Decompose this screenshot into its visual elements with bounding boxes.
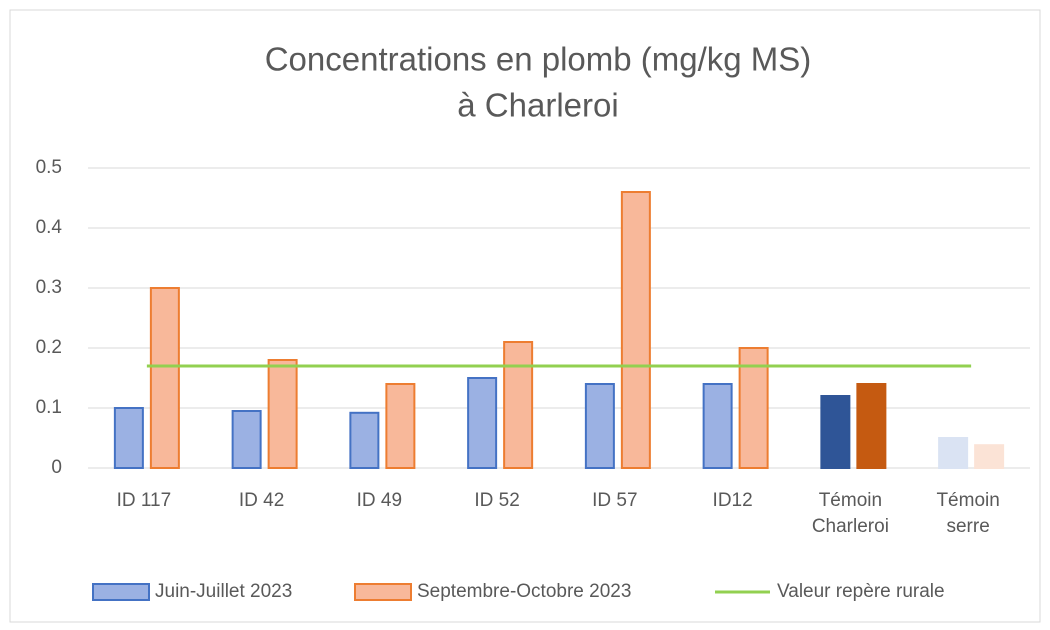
chart-title: Concentrations en plomb (mg/kg MS) (265, 41, 812, 78)
legend-swatch (354, 583, 412, 601)
x-tick-label: Témoin Charleroi (811, 490, 889, 537)
bar (702, 383, 733, 469)
x-tick-label: ID12 (712, 490, 753, 511)
bar (503, 341, 534, 469)
bar (349, 411, 380, 469)
y-tick-label: 0.5 (36, 157, 62, 178)
bar (620, 191, 651, 469)
legend-swatch (92, 583, 150, 601)
bar (820, 395, 851, 469)
bar (267, 359, 298, 469)
y-tick-label: 0 (51, 457, 62, 478)
x-tick-label: ID 52 (474, 490, 520, 511)
bar (467, 377, 498, 469)
chart-frame (9, 9, 1041, 623)
y-tick-label: 0.4 (36, 217, 63, 238)
legend-label: Septembre-Octobre 2023 (417, 581, 631, 602)
bar (938, 437, 969, 469)
bar (974, 444, 1005, 470)
bar (149, 287, 180, 469)
chart-title: à Charleroi (457, 87, 618, 124)
y-tick-label: 0.1 (36, 397, 62, 418)
x-tick-label: ID 57 (592, 490, 638, 511)
x-tick-label: Témoin serre (936, 490, 1000, 537)
bar (856, 383, 887, 469)
y-tick-label: 0.3 (36, 277, 62, 298)
bar (385, 383, 416, 469)
bar (231, 410, 262, 469)
legend-label: Juin-Juillet 2023 (155, 581, 292, 602)
x-tick-label: ID 117 (116, 490, 172, 511)
y-tick-label: 0.2 (36, 337, 62, 358)
x-tick-label: ID 49 (356, 490, 403, 511)
x-tick-label: ID 42 (238, 490, 285, 511)
legend-label: Valeur repère rurale (777, 581, 945, 602)
bar (738, 347, 769, 469)
bar (584, 383, 615, 469)
bar (113, 407, 144, 469)
